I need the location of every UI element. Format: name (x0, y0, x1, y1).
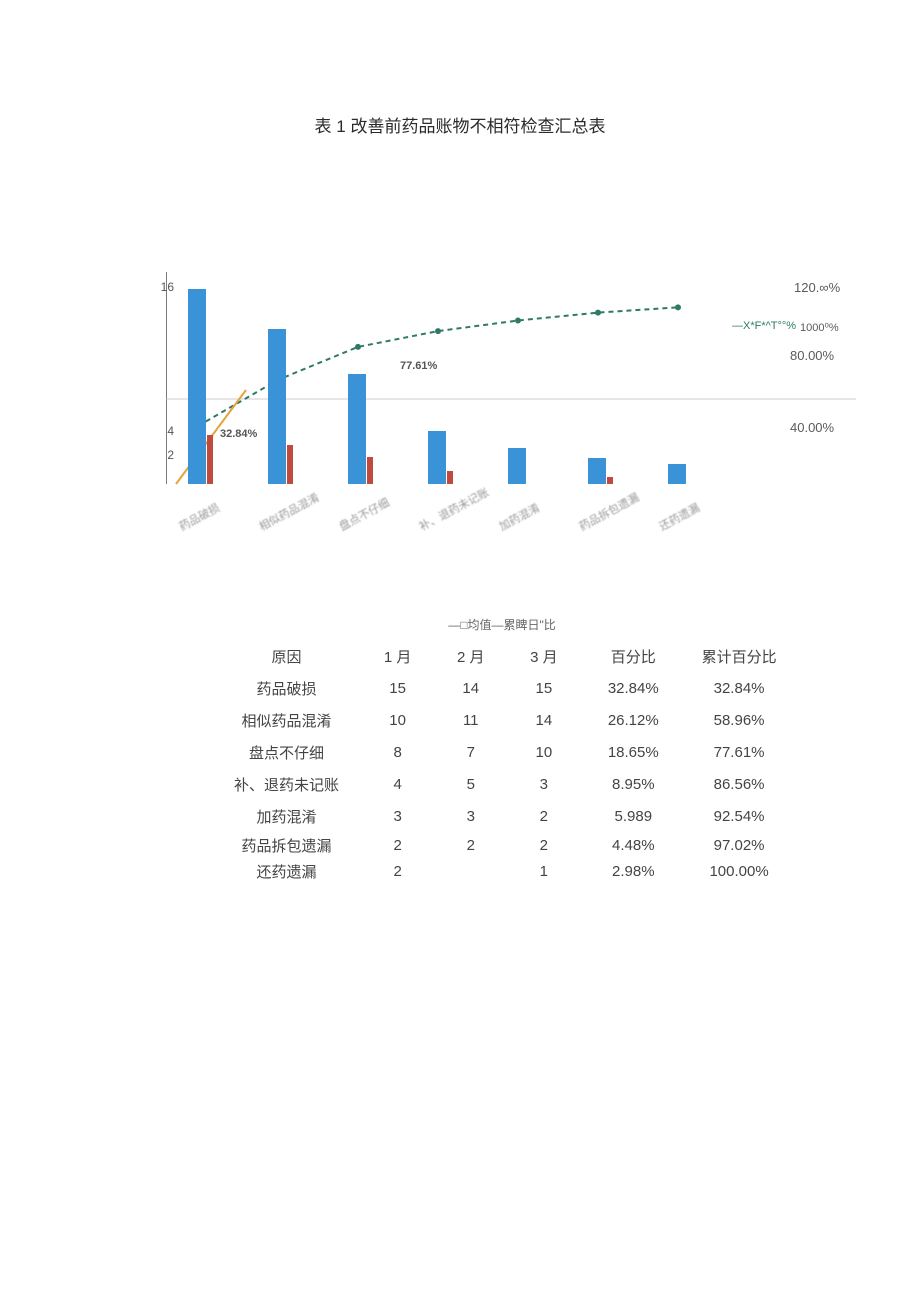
plot-area: 药品破损相似药品混淆盘点不仔细补、退药未记账加药混淆药品拆包遗漏还药遗漏 32.… (166, 272, 726, 484)
table-cell: 18.65% (580, 744, 686, 761)
table-cell: 8 (361, 744, 434, 761)
table-cell: 4 (361, 776, 434, 793)
table-cell: 4.48% (580, 837, 686, 854)
table-cell: 32.84% (580, 680, 686, 697)
table-cell: 77.61% (686, 744, 792, 761)
bar-accent (607, 477, 613, 484)
table-cell: 58.96% (686, 712, 792, 729)
bar-main (348, 374, 366, 484)
cumulative-marker (675, 304, 681, 310)
category-label: 还药遗漏 (656, 499, 702, 534)
table-cell: 3 (361, 808, 434, 825)
table-cell: 5.989 (580, 808, 686, 825)
table-row: 还药遗漏2 12.98%100.00% (212, 858, 792, 884)
table-cell: 药品破损 (212, 678, 361, 699)
y-right-120: 120.∞% (794, 280, 840, 295)
table-cell: 97.02% (686, 837, 792, 854)
line-label-2: 77.61% (398, 360, 439, 372)
table-cell: 14 (507, 712, 580, 729)
bar-main (668, 464, 686, 484)
cumulative-marker (355, 344, 361, 350)
table-cell: 32.84% (686, 680, 792, 697)
table-cell: 14 (434, 680, 507, 697)
category-label: 加药混淆 (496, 499, 542, 534)
table-cell: 15 (361, 680, 434, 697)
table-cell: 2 (507, 837, 580, 854)
bar-accent (367, 457, 373, 484)
category-label: 相似药品混淆 (256, 489, 322, 534)
table-header: 原因 1 月 2 月 3 月 百分比 累计百分比 (212, 640, 792, 672)
table-cell: 还药遗漏 (212, 861, 361, 882)
table-cell: 2 (361, 863, 434, 880)
table-cell: 3 (434, 808, 507, 825)
table-cell: 7 (434, 744, 507, 761)
table-cell: 5 (434, 776, 507, 793)
y-right-40: 40.00% (790, 420, 834, 435)
table-cell: 8.95% (580, 776, 686, 793)
bar-main (188, 289, 206, 484)
table-cell: 10 (507, 744, 580, 761)
table-row: 加药混淆3325.98992.54% (212, 800, 792, 832)
table-cell: 2 (361, 837, 434, 854)
bar-accent (207, 435, 213, 484)
bar-main (508, 448, 526, 484)
bar-main (268, 329, 286, 484)
table-cell: 10 (361, 712, 434, 729)
table-cell: 盘点不仔细 (212, 742, 361, 763)
table-cell: 15 (507, 680, 580, 697)
table-cell: 1 (507, 863, 580, 880)
table-cell: 100.00% (686, 863, 792, 880)
cumulative-marker (515, 318, 521, 324)
table-cell: 2 (507, 808, 580, 825)
pareto-chart: 16 4 2 120.∞% 1000⁰% 80.00% 40.00% —X*F*… (166, 262, 866, 574)
col-pct: 百分比 (580, 646, 686, 667)
table-row: 补、退药未记账4538.95%86.56% (212, 768, 792, 800)
bar-main (428, 431, 446, 484)
table-row: 相似药品混淆10111426.12%58.96% (212, 704, 792, 736)
col-feb: 2 月 (434, 646, 507, 667)
table-cell: 2 (434, 837, 507, 854)
col-cumpct: 累计百分比 (686, 646, 792, 667)
y-right-80: 80.00% (790, 348, 834, 363)
category-label: 补、退药未记账 (416, 484, 491, 534)
bar-accent (287, 445, 293, 484)
line-label-0: 32.84% (218, 428, 259, 440)
bar-accent (447, 471, 453, 484)
table-cell: 26.12% (580, 712, 686, 729)
col-mar: 3 月 (507, 646, 580, 667)
category-label: 药品破损 (176, 499, 222, 534)
col-jan: 1 月 (361, 646, 434, 667)
table-row: 药品破损15141532.84%32.84% (212, 672, 792, 704)
table-cell: 相似药品混淆 (212, 710, 361, 731)
y-right-100: 1000⁰% (800, 321, 839, 334)
category-label: 药品拆包遗漏 (576, 489, 642, 534)
table-body: 药品破损15141532.84%32.84%相似药品混淆10111426.12%… (212, 672, 792, 884)
page-title: 表 1 改善前药品账物不相符检查汇总表 (0, 112, 920, 137)
table-cell: 2.98% (580, 863, 686, 880)
table-cell: 补、退药未记账 (212, 774, 361, 795)
table-row: 盘点不仔细871018.65%77.61% (212, 736, 792, 768)
table-subhead: —□均值—累睥日"比 (212, 608, 792, 640)
table-cell: 3 (507, 776, 580, 793)
cumulative-marker (595, 310, 601, 316)
cumulative-marker (435, 328, 441, 334)
table-cell: 加药混淆 (212, 806, 361, 827)
table-cell: 药品拆包遗漏 (212, 835, 361, 856)
table-cell: 92.54% (686, 808, 792, 825)
annotation-right: —X*F*^T°°% (732, 320, 796, 332)
table-cell: 86.56% (686, 776, 792, 793)
category-label: 盘点不仔细 (336, 494, 392, 534)
bar-main (588, 458, 606, 485)
table-cell: 11 (434, 712, 507, 729)
col-reason: 原因 (212, 646, 361, 667)
table-row: 药品拆包遗漏2224.48%97.02% (212, 832, 792, 858)
data-table: —□均值—累睥日"比 原因 1 月 2 月 3 月 百分比 累计百分比 药品破损… (212, 608, 792, 884)
